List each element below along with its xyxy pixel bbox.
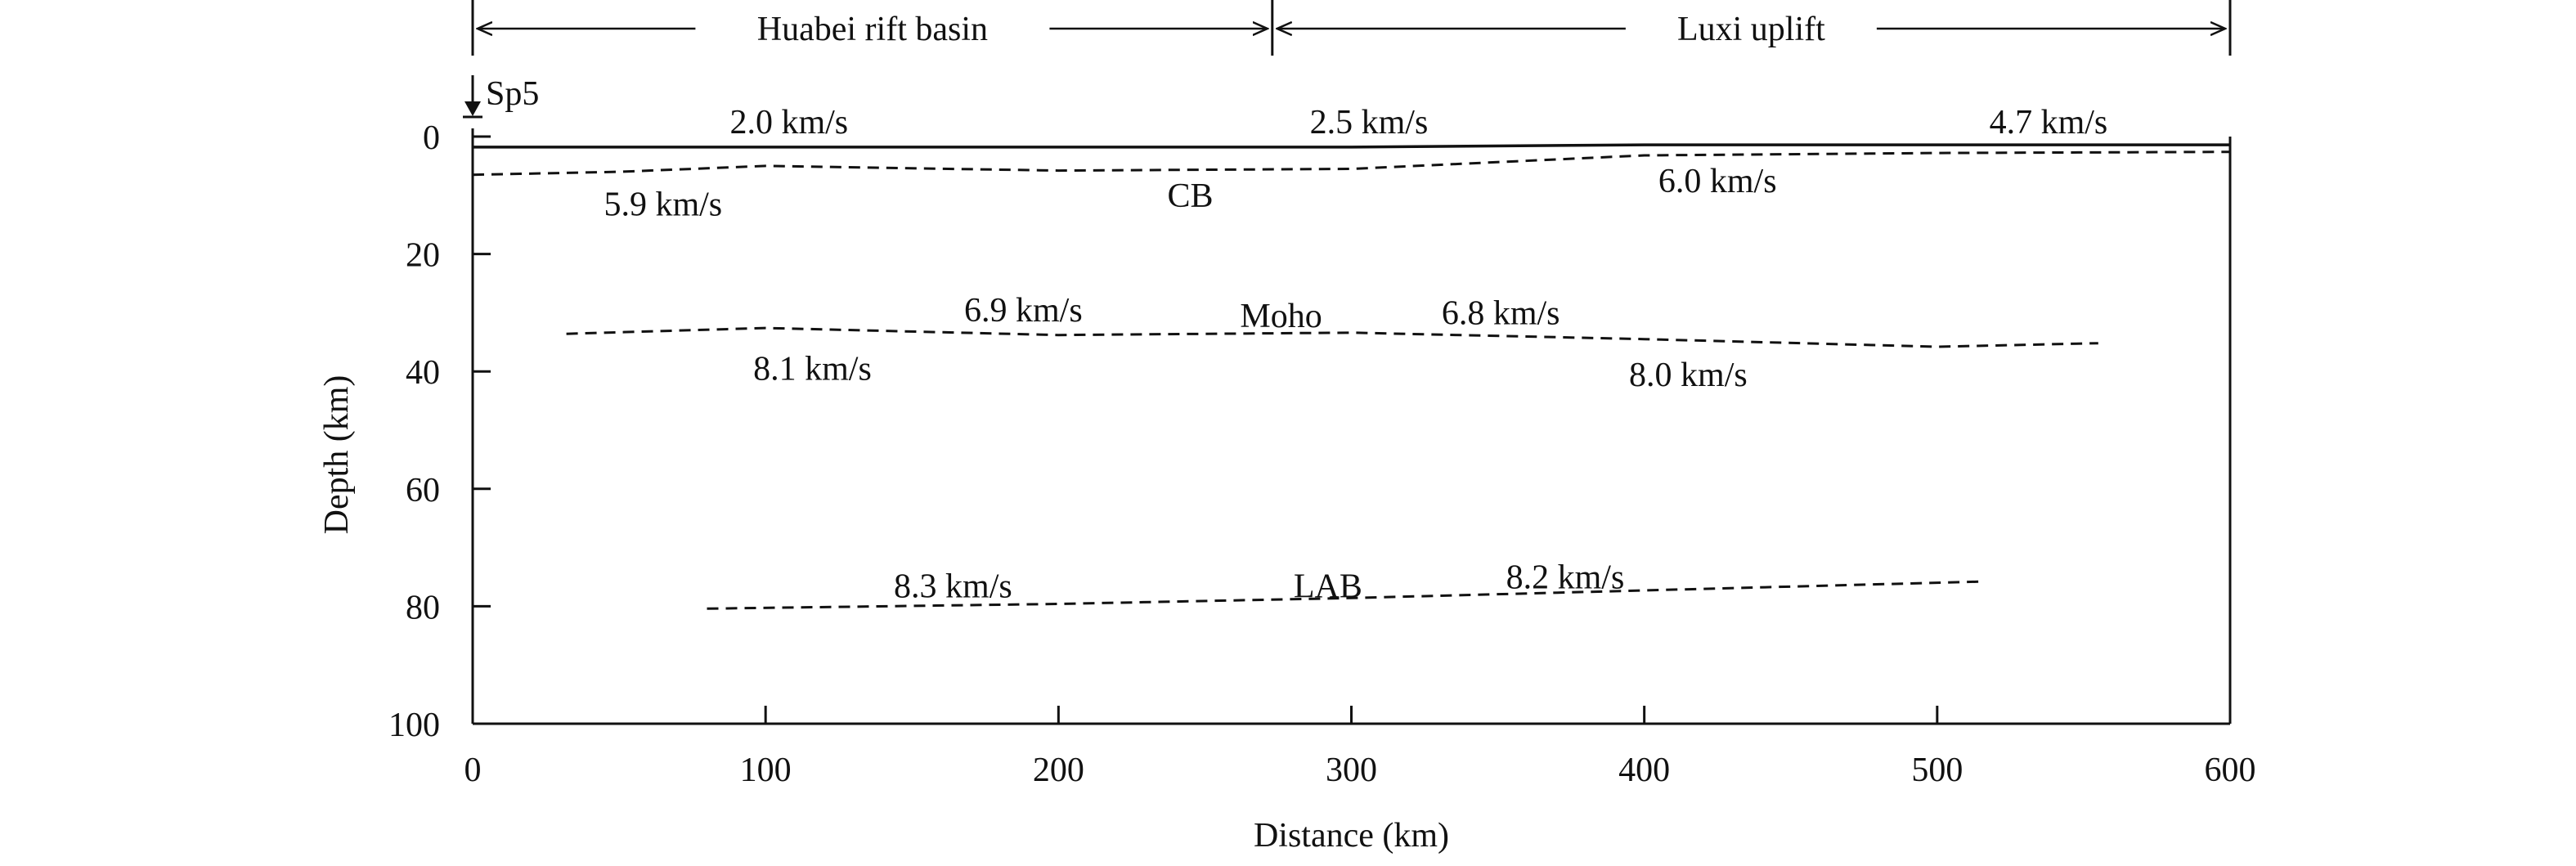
annotation-moho: Moho (1240, 298, 1322, 335)
annotation-2-5-km-s: 2.5 km/s (1310, 104, 1429, 141)
x-tick-label-200: 200 (1033, 752, 1084, 789)
x-tick-label-600: 600 (2205, 752, 2256, 789)
interface-line-surface (473, 143, 2230, 149)
axes: 0 100 200 300 400 500 600 0 20 40 60 80 100 Distance … (318, 119, 2256, 855)
region-label-luxi-uplift: Luxi uplift (1677, 11, 1825, 48)
annotation-lab: LAB (1294, 568, 1362, 605)
y-tick-label-100: 100 (388, 707, 440, 744)
annotation-8-1-km-s: 8.1 km/s (753, 351, 872, 388)
shot-point-label: Sp5 (486, 75, 539, 113)
annotation-8-0-km-s: 8.0 km/s (1629, 357, 1748, 394)
y-tick-label-60: 60 (406, 472, 440, 509)
interface-line-lab (707, 580, 1981, 610)
y-tick-label-40: 40 (406, 354, 440, 392)
annotation-8-2-km-s: 8.2 km/s (1506, 559, 1625, 597)
annotation-2-0-km-s: 2.0 km/s (729, 104, 848, 141)
region-label-huabei-rift-basin: Huabei rift basin (757, 11, 988, 48)
interface-line-cb (472, 150, 2231, 177)
interface-lines (472, 143, 2231, 610)
x-tick-label-100: 100 (740, 752, 792, 789)
annotation-6-0-km-s: 6.0 km/s (1658, 163, 1777, 200)
shot-point-arrow (464, 101, 481, 116)
annotation-cb: CB (1167, 177, 1213, 215)
interface-line-moho (566, 326, 2098, 348)
region-bar: Huabei rift basin Luxi uplift Sp5 (463, 0, 2232, 119)
annotation-4-7-km-s: 4.7 km/s (1990, 104, 2108, 141)
x-tick-label-500: 500 (1911, 752, 1963, 789)
y-tick-label-0: 0 (423, 119, 440, 157)
annotation-8-3-km-s: 8.3 km/s (894, 568, 1012, 605)
annotation-5-9-km-s: 5.9 km/s (604, 186, 722, 224)
annotations: 2.0 km/s 2.5 km/s 4.7 km/s 5.9 km/s CB 6.0 km… (604, 104, 2107, 605)
y-tick-label-20: 20 (406, 237, 440, 275)
x-tick-label-0: 0 (464, 752, 482, 789)
x-tick-label-300: 300 (1326, 752, 1377, 789)
y-axis-title: Depth (km) (318, 375, 356, 535)
x-tick-label-400: 400 (1618, 752, 1670, 789)
annotation-6-8-km-s: 6.8 km/s (1442, 294, 1560, 332)
x-axis-title: Distance (km) (1254, 817, 1449, 855)
annotation-6-9-km-s: 6.9 km/s (964, 292, 1083, 330)
y-tick-label-80: 80 (406, 589, 440, 626)
